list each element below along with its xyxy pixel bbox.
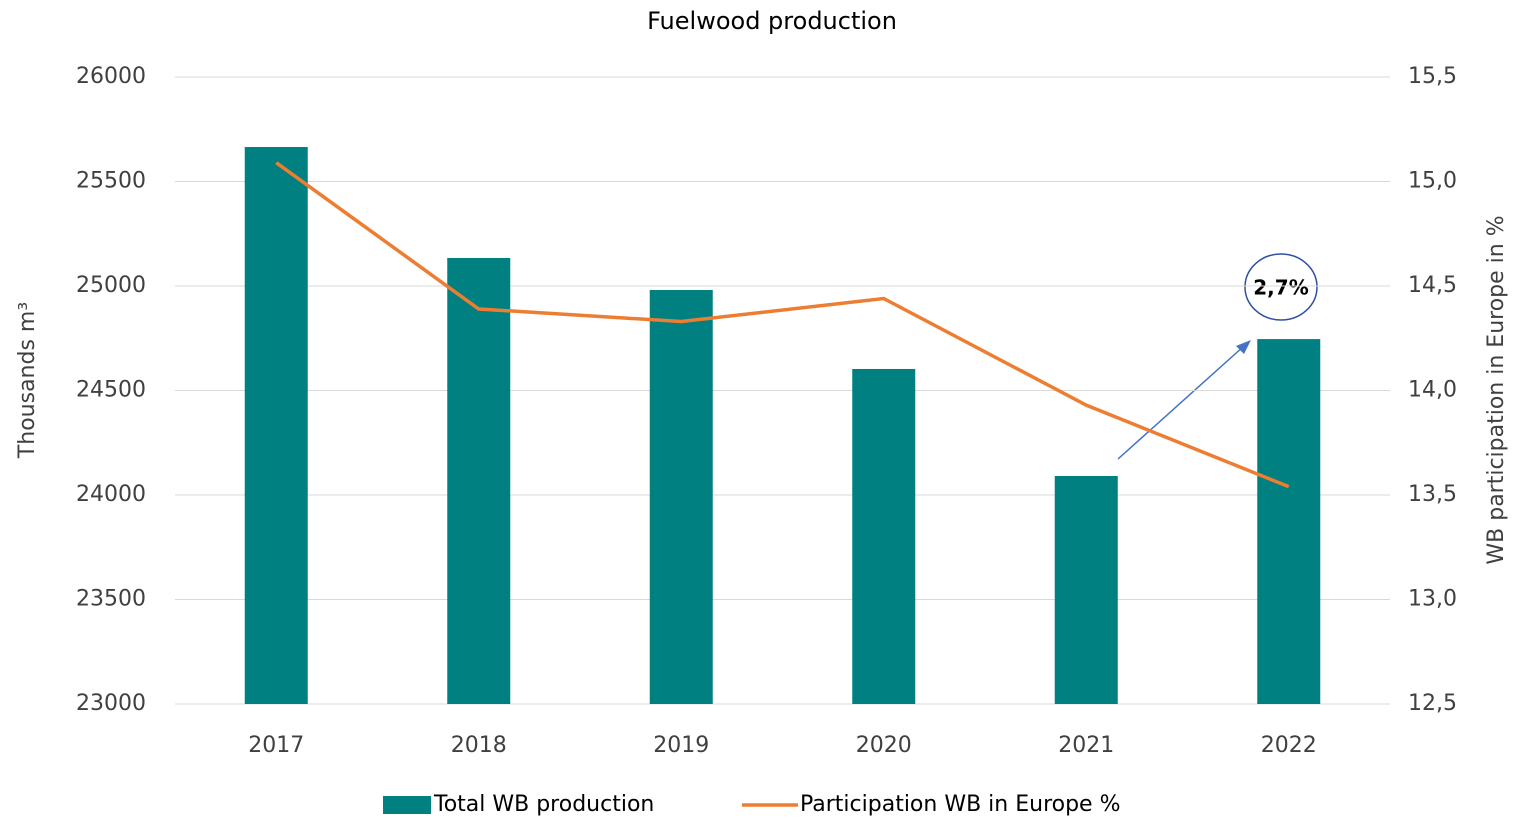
y-tick-label: 23500: [76, 587, 146, 612]
bar: [1054, 475, 1118, 704]
y-tick-label: 25500: [76, 169, 146, 194]
annotation-arrow: [1117, 345, 1245, 460]
x-tick-label: 2021: [1058, 733, 1114, 758]
annotation: 2,7%: [1253, 276, 1308, 300]
y2-tick-label: 14,0: [1408, 378, 1457, 403]
y2-axis-label: WB participation in Europe in %: [1484, 215, 1509, 564]
x-tick-label: 2018: [451, 733, 507, 758]
x-tick-label: 2019: [653, 733, 709, 758]
legend-label: Participation WB in Europe %: [800, 792, 1120, 817]
y-tick-label: 26000: [76, 64, 146, 89]
y-axis-label: Thousands m³: [15, 302, 40, 459]
bar: [447, 257, 511, 704]
y2-tick-label: 14,5: [1408, 273, 1457, 298]
x-tick-label: 2020: [856, 733, 912, 758]
x-tick-label: 2017: [248, 733, 304, 758]
bar: [1257, 339, 1321, 704]
y2-tick-label: 12,5: [1408, 691, 1457, 716]
annotation-arrowhead: [1236, 340, 1251, 354]
y-tick-label: 23000: [76, 691, 146, 716]
x-tick-label: 2022: [1261, 733, 1317, 758]
y-tick-label: 24500: [76, 378, 146, 403]
line: [275, 161, 1290, 489]
bar: [649, 289, 713, 704]
bar: [244, 147, 308, 704]
y2-tick-label: 13,5: [1408, 482, 1457, 507]
y2-tick-label: 15,0: [1408, 169, 1457, 194]
bar: [852, 368, 916, 704]
y2-tick-label: 13,0: [1408, 587, 1457, 612]
y-tick-label: 25000: [76, 273, 146, 298]
y-tick-label: 24000: [76, 482, 146, 507]
y2-tick-label: 15,5: [1408, 64, 1457, 89]
legend-label: Total WB production: [433, 792, 654, 817]
legend-swatch: [383, 796, 431, 814]
chart-title: Fuelwood production: [647, 7, 897, 35]
annotation-circle: [1244, 253, 1318, 321]
